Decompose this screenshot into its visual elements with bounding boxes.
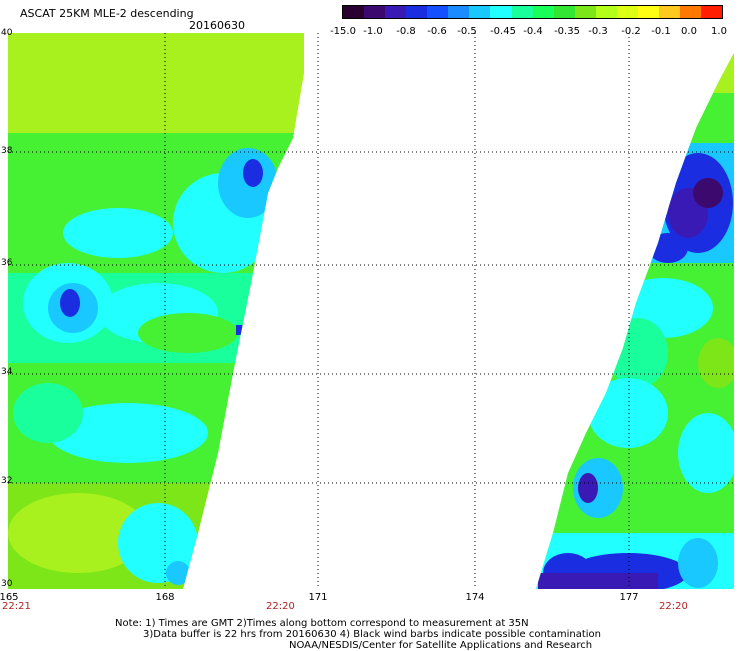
lon-label: 168 — [155, 592, 175, 603]
colorbar-label: 0.0 — [681, 26, 697, 37]
colorbar-label: -15.0 — [330, 26, 356, 37]
footer-note-line1: Note: 1) Times are GMT 2)Times along bot… — [115, 618, 529, 629]
colorbar-swatch — [448, 6, 470, 18]
colorbar-swatch — [469, 6, 491, 18]
lat-label: 36 — [1, 258, 13, 268]
colorbar-swatch — [574, 6, 596, 18]
colorbar-swatch — [406, 6, 428, 18]
colorbar-swatch — [490, 6, 512, 18]
footer-credit: NOAA/NESDIS/Center for Satellite Applica… — [289, 640, 593, 651]
lat-label: 30 — [1, 579, 13, 589]
right-swath — [536, 33, 734, 589]
colorbar-label: 1.0 — [711, 26, 727, 37]
colorbar-label: -0.4 — [523, 26, 543, 37]
lat-label: 32 — [1, 476, 13, 486]
colorbar-swatch — [637, 6, 659, 18]
colorbar-label: -0.6 — [427, 26, 447, 37]
colorbar-swatch — [701, 6, 723, 18]
lon-label: 165 — [0, 592, 19, 603]
lat-label: 34 — [1, 367, 13, 377]
colorbar — [342, 5, 723, 19]
footer-note-line2: 3)Data buffer is 22 hrs from 20160630 4)… — [143, 629, 601, 640]
time-label: 22:21 — [2, 601, 31, 612]
colorbar-label: -0.45 — [490, 26, 516, 37]
map-date: 20160630 — [189, 19, 245, 32]
map-title: ASCAT 25KM MLE-2 descending — [20, 7, 194, 20]
lat-label: 40 — [1, 28, 13, 38]
time-label: 22:20 — [266, 601, 295, 612]
colorbar-swatch — [680, 6, 702, 18]
colorbar-swatch — [385, 6, 407, 18]
colorbar-swatch — [532, 6, 554, 18]
left-swath — [8, 33, 304, 589]
colorbar-swatch — [364, 6, 386, 18]
colorbar-swatch — [616, 6, 638, 18]
gridlines — [8, 33, 734, 589]
colorbar-label: -0.2 — [621, 26, 641, 37]
colorbar-swatch — [595, 6, 617, 18]
colorbar-label: -0.5 — [457, 26, 477, 37]
colorbar-label: -0.3 — [588, 26, 608, 37]
colorbar-swatch — [553, 6, 575, 18]
lon-label: 177 — [619, 592, 639, 603]
colorbar-label: -1.0 — [363, 26, 383, 37]
time-label: 22:20 — [659, 601, 688, 612]
colorbar-swatch — [511, 6, 533, 18]
colorbar-swatch — [658, 6, 680, 18]
lon-label: 174 — [465, 592, 485, 603]
lat-label: 38 — [1, 146, 13, 156]
colorbar-swatch — [343, 6, 365, 18]
wind-map — [8, 33, 734, 589]
colorbar-swatch — [427, 6, 449, 18]
colorbar-label: -0.1 — [651, 26, 671, 37]
lon-label: 171 — [308, 592, 328, 603]
colorbar-label: -0.8 — [396, 26, 416, 37]
colorbar-label: -0.35 — [554, 26, 580, 37]
